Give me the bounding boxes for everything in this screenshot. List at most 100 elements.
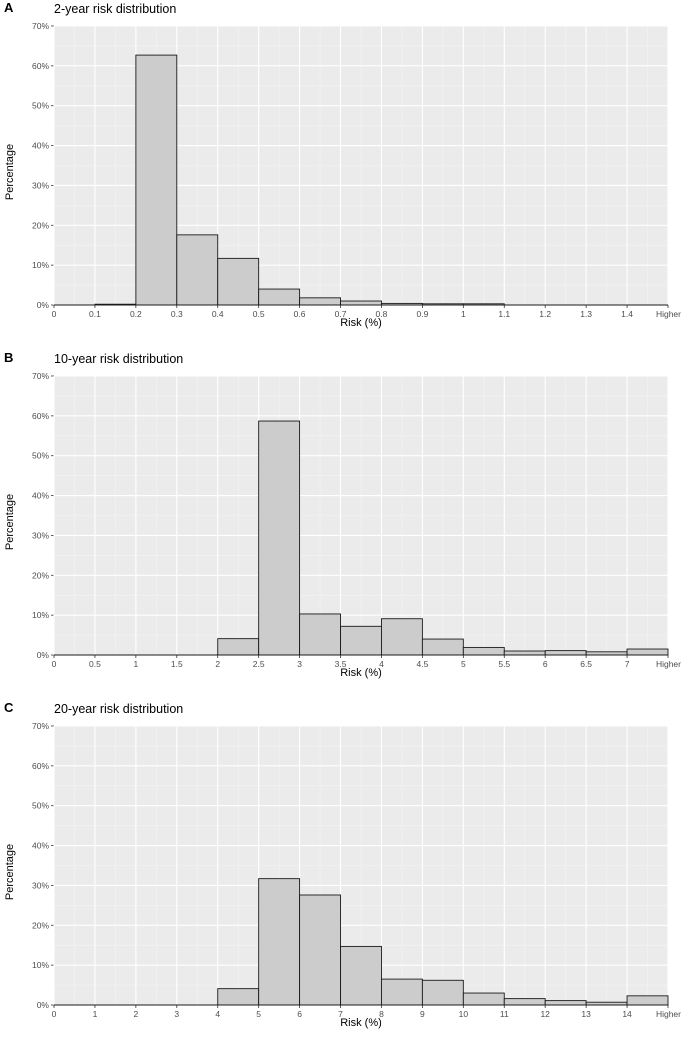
x-tick-label: 0 <box>52 1009 57 1019</box>
histogram-bar <box>258 288 301 306</box>
y-tick-label: 50% <box>32 451 49 461</box>
y-tick-label: 0% <box>37 300 50 310</box>
x-tick-label: 0 <box>52 309 57 319</box>
chart-panel-c: C 20-year risk distribution Percentage 0… <box>0 700 682 1044</box>
histogram-bar <box>381 618 423 656</box>
x-tick-label: 1.4 <box>621 309 633 319</box>
x-tick-label: 0.9 <box>416 309 428 319</box>
histogram-bar <box>503 650 546 656</box>
y-tick-label: 50% <box>32 101 49 111</box>
x-tick-label: 1 <box>461 309 466 319</box>
histogram-bar <box>544 1000 587 1006</box>
x-tick-label: 4.5 <box>416 659 428 669</box>
histogram-bar <box>299 894 341 1006</box>
x-tick-label: 4 <box>215 1009 220 1019</box>
x-tick-label: 0.6 <box>294 309 306 319</box>
histogram-bar <box>217 638 260 656</box>
y-tick-label: 50% <box>32 801 49 811</box>
panel-letter: B <box>4 350 14 365</box>
histogram-bar <box>340 300 382 306</box>
x-tick-label: 0.5 <box>89 659 101 669</box>
x-tick-label: 6 <box>543 659 548 669</box>
x-tick-label: 9 <box>420 1009 425 1019</box>
y-tick-label: 0% <box>37 1000 50 1010</box>
y-tick-label: 70% <box>32 371 49 381</box>
histogram-plot: 0% 10% 20% 30% 40% 50% 60% 70% 0 0.5 1 1.5 2 2.5 3 3.5 4… <box>32 371 681 669</box>
x-axis-label: Risk (%) <box>340 667 382 679</box>
x-tick-label: 0.3 <box>171 309 183 319</box>
histogram-bar <box>299 613 341 656</box>
histogram-bar <box>340 945 382 1006</box>
panel-letter: C <box>4 700 14 715</box>
histogram-bar <box>585 651 628 656</box>
x-tick-label: 5 <box>461 659 466 669</box>
y-tick-label: 60% <box>32 61 49 71</box>
x-tick-label: 1 <box>133 659 138 669</box>
chart-title: 2-year risk distribution <box>54 2 177 16</box>
x-tick-label: 7 <box>625 659 630 669</box>
histogram-bar <box>421 979 464 1006</box>
panel-letter: A <box>4 0 14 15</box>
x-tick-label: 1.1 <box>498 309 510 319</box>
y-tick-label: 60% <box>32 761 49 771</box>
y-tick-label: 30% <box>32 530 49 540</box>
histogram-plot: 0%10%20%30%40%50%60%70%0 1 2 3 4 5 6 7 8 9 10 11 12 1… <box>32 721 681 1019</box>
x-tick-label: 0.5 <box>253 309 265 319</box>
y-tick-label: 10% <box>32 960 49 970</box>
x-tick-label: 5.5 <box>498 659 510 669</box>
y-tick-label: 30% <box>32 880 49 890</box>
x-tick-label: 7 <box>338 1009 343 1019</box>
x-tick-label: 2.5 <box>253 659 265 669</box>
x-tick-label: 3 <box>297 659 302 669</box>
x-tick-label: 6.5 <box>580 659 592 669</box>
y-tick-label: 10% <box>32 610 49 620</box>
x-tick-label: 1.5 <box>171 659 183 669</box>
histogram-bar <box>421 638 464 656</box>
x-tick-label: 0.2 <box>130 309 142 319</box>
x-tick-label: 2 <box>133 1009 138 1019</box>
histogram-bar <box>626 995 669 1006</box>
y-tick-label: 70% <box>32 21 49 31</box>
histogram-bar <box>135 54 178 306</box>
x-tick-label: 12 <box>540 1009 550 1019</box>
x-tick-label: 2 <box>215 659 220 669</box>
x-tick-label: 0.4 <box>212 309 224 319</box>
x-tick-label: 3 <box>174 1009 179 1019</box>
histogram-bar <box>462 646 505 656</box>
histogram-bar <box>176 234 219 306</box>
y-tick-label: 40% <box>32 841 49 851</box>
y-tick-label: 60% <box>32 411 49 421</box>
x-tick-label: 3.5 <box>335 659 347 669</box>
x-tick-label: 10 <box>459 1009 469 1019</box>
x-tick-label: Higher <box>656 1009 681 1019</box>
x-tick-label: 0 <box>52 659 57 669</box>
x-axis-label: Risk (%) <box>340 1017 382 1029</box>
histogram-bar <box>299 297 341 306</box>
y-tick-label: 40% <box>32 141 49 151</box>
x-tick-label: 0.1 <box>89 309 101 319</box>
histogram-plot: 0% 10% 20% 30% 40% 50% 60% 70% 0 0.1 0.2 0.3 0.4 0.5 0… <box>32 21 681 319</box>
x-tick-label: 5 <box>256 1009 261 1019</box>
histogram-bar <box>258 878 301 1006</box>
histogram-bar <box>340 625 382 656</box>
histogram-bar <box>381 978 423 1006</box>
y-tick-label: 20% <box>32 920 49 930</box>
histogram-bar <box>217 257 260 306</box>
x-tick-label: 1.2 <box>539 309 551 319</box>
x-tick-label: 4 <box>379 659 384 669</box>
y-tick-label: 20% <box>32 570 49 580</box>
y-tick-label: 70% <box>32 721 49 731</box>
x-tick-label: 14 <box>622 1009 632 1019</box>
histogram-bar <box>544 650 587 656</box>
x-tick-label: Higher <box>656 309 681 319</box>
x-tick-label: Higher <box>656 659 681 669</box>
x-tick-label: 8 <box>379 1009 384 1019</box>
chart-title: 10-year risk distribution <box>54 352 184 366</box>
x-tick-label: 0.8 <box>376 309 388 319</box>
x-tick-label: 1 <box>93 1009 98 1019</box>
x-axis-label: Risk (%) <box>340 317 382 329</box>
y-tick-label: 30% <box>32 180 49 190</box>
histogram-bar <box>258 420 301 656</box>
chart-panel-b: B 10-year risk distribution Percentage 0… <box>0 350 682 694</box>
histogram-bar <box>217 988 260 1006</box>
